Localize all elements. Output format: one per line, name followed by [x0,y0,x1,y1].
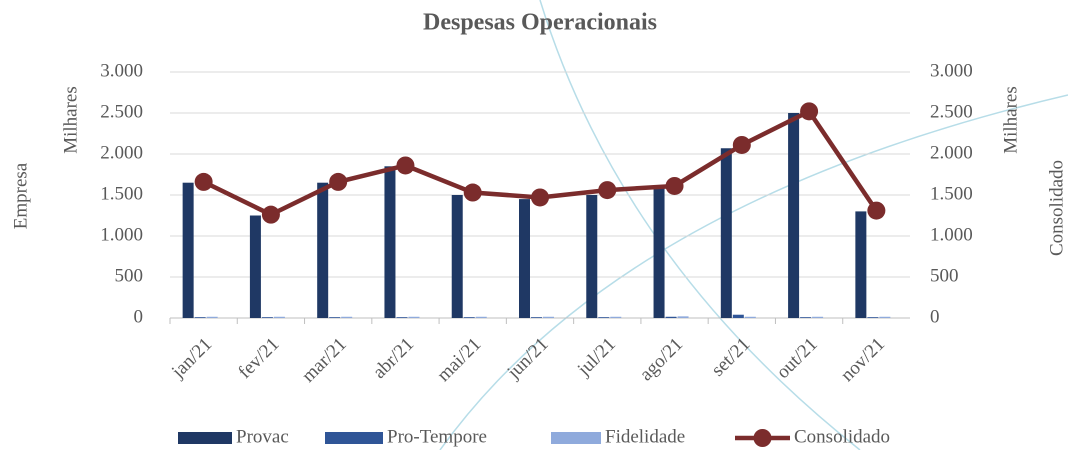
line-marker [261,205,280,224]
y-tick-label: 2.000 [100,142,143,163]
decor-curve [439,94,1068,450]
bar [531,317,542,318]
y-tick-label: 0 [134,306,144,327]
bar [677,316,689,318]
bar [665,316,677,318]
legend-label: Pro-Tempore [387,426,487,447]
x-tick-label: abr/21 [369,334,418,383]
bar [206,316,218,318]
bar [800,317,812,318]
legend-label: Provac [236,426,289,447]
bar [329,317,341,318]
bar [543,316,554,318]
bar [519,199,530,318]
legend-swatch [325,432,383,444]
x-tick-label: jul/21 [573,334,620,381]
bar [182,182,194,318]
bar [396,317,408,318]
bar [341,316,353,318]
y2-axis-unit: Milhares [1000,86,1021,154]
y-tick-label: 1.000 [100,224,143,245]
y-tick-label: 1.500 [100,183,143,204]
chart-title: Despesas Operacionais [423,10,657,36]
x-tick-label: jan/21 [167,334,216,383]
bar [653,188,665,318]
y2-tick-label: 2.500 [930,101,973,122]
x-tick-label: jun/21 [503,334,553,384]
bar [249,215,261,318]
bar [788,113,800,318]
y2-tick-label: 2.000 [930,142,973,163]
legend-swatch [178,432,232,444]
bar [261,317,273,318]
line-marker [463,183,482,202]
y2-tick-label: 1.500 [930,183,973,204]
x-tick-label: mai/21 [433,334,485,386]
bar [598,317,610,318]
legend-label: Fidelidade [605,426,685,447]
bar [855,211,867,318]
legend-label: Consolidado [794,426,890,447]
bar [867,317,879,318]
legend-swatch [551,432,601,444]
y2-tick-label: 1.000 [930,224,973,245]
line-marker [665,176,684,195]
x-tick-label: out/21 [773,334,822,383]
bar [812,316,824,318]
line-marker [531,188,549,207]
bar [586,195,598,318]
y-tick-label: 3.000 [100,60,143,81]
line-marker [867,201,886,220]
line-marker [598,181,617,200]
x-tick-label: mar/21 [298,334,351,387]
y2-axis-label: Consolidado [1046,160,1067,256]
bar [744,316,756,318]
bar [384,166,396,318]
bar [451,195,463,318]
bar [194,317,206,318]
y-tick-label: 500 [115,265,144,286]
bar [273,316,285,318]
y-axis-label: Empresa [10,162,31,229]
line-marker [194,172,213,191]
y-tick-label: 2.500 [100,101,143,122]
y-axis-unit: Milhares [60,86,81,154]
line-marker [800,102,819,121]
bar [317,182,329,318]
bar [720,148,732,318]
y2-tick-label: 3.000 [930,60,973,81]
x-tick-label: nov/21 [837,334,889,386]
x-tick-label: fev/21 [234,334,283,383]
bar [732,314,744,318]
y2-tick-label: 0 [930,306,940,327]
bar [463,317,475,318]
y2-tick-label: 500 [930,265,959,286]
x-tick-label: ago/21 [636,334,687,385]
legend-swatch [753,429,772,447]
line-marker [732,135,751,154]
x-tick-label: set/21 [707,334,754,381]
bar [610,316,622,318]
line-marker [329,172,348,191]
line-marker [396,156,415,175]
bar [879,316,891,318]
bar [475,316,487,318]
bar [408,316,420,318]
